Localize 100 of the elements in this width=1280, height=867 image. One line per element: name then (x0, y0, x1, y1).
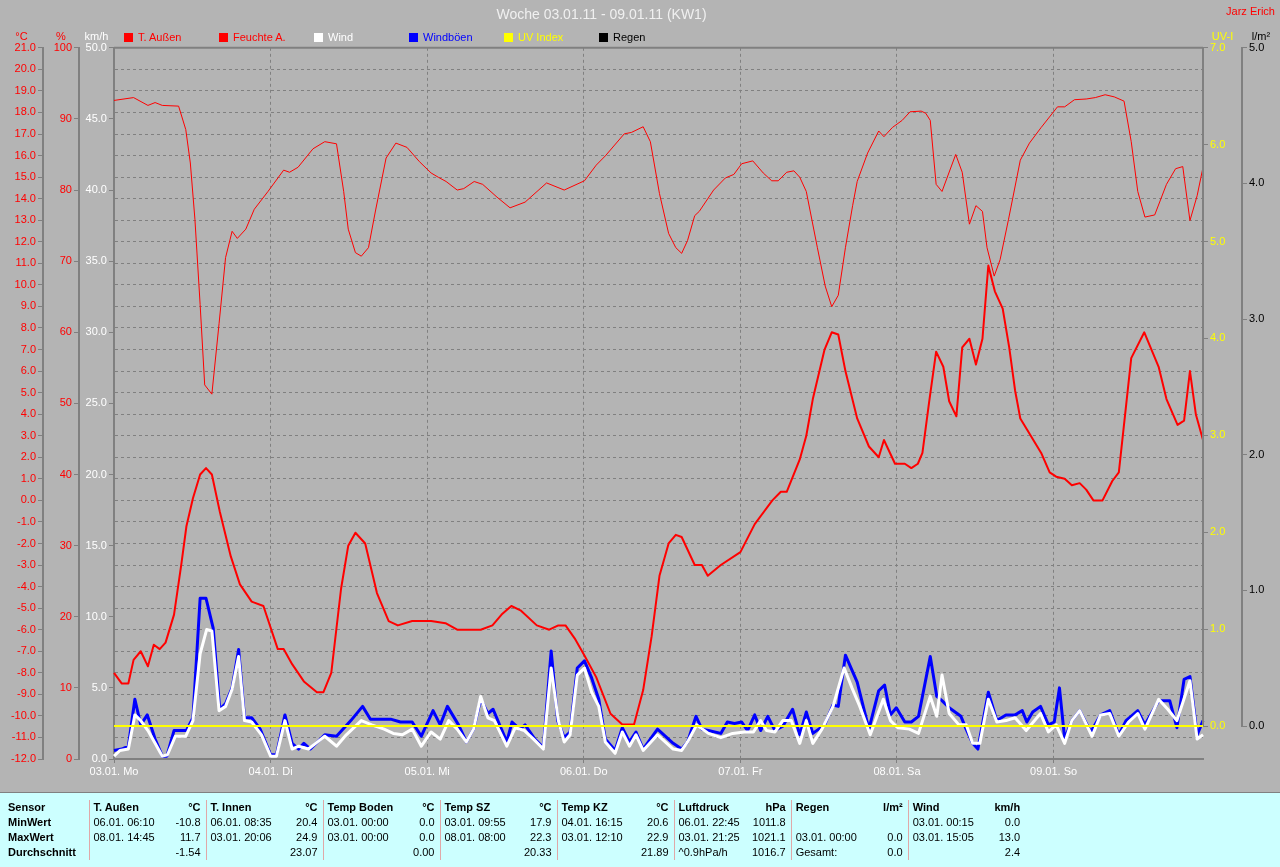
y-tick-label: 3.0 (20, 428, 36, 441)
text: 23.07 (289, 846, 318, 858)
text: 0.0 (419, 831, 435, 843)
y-tick-label: -3.0 (17, 558, 36, 571)
y-tick-label: -5.0 (17, 601, 36, 614)
legend-label: Windböen (423, 31, 473, 43)
category-label: °C (304, 800, 319, 815)
y-tick-label: 6.0 (1210, 137, 1226, 150)
y-tick-label: 1.0 (1210, 622, 1226, 635)
y3-tick-label: 0.0 (91, 752, 107, 765)
category-label: Temp SZ (440, 800, 518, 815)
category-label: MaxWert (8, 831, 54, 843)
y2-tick-label: 30 (59, 538, 72, 551)
text: 04.01. 16:15 (561, 816, 623, 828)
y2-tick-label: 80 (59, 183, 72, 196)
y-tick-label: 4.0 (20, 407, 36, 420)
text: 03.01. 00:00 (327, 816, 389, 828)
category-label: Wind (908, 800, 987, 815)
category-label: °C (655, 800, 670, 815)
y-tick-label: -8.0 (17, 665, 36, 678)
y-tick-label: 14.0 (14, 191, 36, 204)
text: Sensor (7, 800, 47, 815)
legend-label: Regen (613, 31, 646, 43)
text: 1016.7 (752, 846, 786, 858)
y2-tick-label: 40 (59, 467, 72, 480)
y-tick-label: 17.0 (14, 127, 36, 140)
text: -1.54 (175, 846, 201, 858)
category-label: km/h (993, 800, 1022, 815)
x-tick-label: 05.01. Mi (404, 764, 450, 777)
y-tick-label: 16.0 (14, 148, 36, 161)
y2-tick-label: 2.0 (1249, 447, 1265, 460)
y-tick-label: 3.0 (1210, 428, 1226, 441)
y-tick-label: 21.0 (14, 40, 36, 53)
x-tick-label: 07.01. Fr (718, 764, 763, 777)
text: 03.01. 15:05 (912, 831, 974, 843)
y-tick-label: 5.0 (1210, 234, 1226, 247)
category-label: °C (187, 800, 202, 815)
text: 20.6 (647, 816, 669, 828)
text: 03.01. 09:55 (444, 816, 506, 828)
y-tick-label: 2.0 (20, 450, 36, 463)
text: Gesamt: (795, 846, 838, 858)
y3-tick-label: 45.0 (85, 111, 107, 124)
y-tick-label: -2.0 (17, 536, 36, 549)
y-tick-label: 11.0 (15, 256, 36, 269)
y-tick-label: 13.0 (14, 213, 36, 226)
text: 03.01. 21:25 (678, 831, 740, 843)
legend-label: T. Außen (138, 31, 182, 43)
category-label: l/m² (882, 800, 904, 815)
category-label: Temp Boden (323, 800, 401, 815)
y-tick-label: 8.0 (20, 321, 36, 333)
text: 08.01. 14:45 (93, 831, 155, 843)
y-tick-label: 12.0 (14, 234, 36, 247)
y2-tick-label: 3.0 (1249, 312, 1265, 325)
y-tick-label: 1.0 (20, 471, 36, 484)
text: 03.01. 00:00 (327, 831, 389, 843)
y3-tick-label: 25.0 (85, 396, 107, 409)
x-tick-label: 04.01. Di (248, 764, 293, 777)
y2-tick-label: 1.0 (1249, 583, 1265, 596)
y-tick-label: 7.0 (1210, 40, 1226, 53)
y-tick-label: 18.0 (14, 105, 36, 118)
y3-tick-label: 5.0 (91, 680, 107, 693)
text: 20.33 (523, 846, 552, 858)
category-label: Regen (791, 800, 870, 815)
y-tick-label: -10.0 (10, 708, 36, 721)
y2-tick-label: 90 (59, 111, 72, 124)
y-tick-label: -7.0 (17, 644, 36, 657)
x-tick-label: 06.01. Do (559, 764, 608, 777)
y2-tick-label: 5.0 (1249, 40, 1265, 53)
y-tick-label: 6.0 (20, 364, 36, 377)
text: 03.01. 00:00 (795, 831, 857, 843)
y-tick-label: 20.0 (14, 62, 36, 75)
text: 03.01. 00:15 (912, 816, 974, 828)
text: 0.0 (1004, 816, 1021, 828)
y-tick-label: -4.0 (17, 579, 36, 592)
y3-tick-label: 15.0 (85, 538, 107, 551)
x-tick-label: 09.01. So (1030, 764, 1078, 777)
y3-tick-label: 40.0 (85, 183, 107, 196)
category-label: °C (421, 800, 436, 815)
x-tick-label: 08.01. Sa (873, 764, 922, 777)
text: 20.4 (296, 816, 318, 828)
text: 0.00 (413, 846, 435, 858)
y-tick-label: 2.0 (1210, 525, 1226, 538)
y-tick-label: -9.0 (17, 687, 36, 700)
y-tick-label: 9.0 (20, 299, 36, 312)
text: 03.01. 12:10 (561, 831, 623, 843)
text: 1011.8 (752, 816, 786, 828)
text: 2.4 (1004, 846, 1021, 858)
y-tick-label: 0.0 (20, 493, 36, 506)
y3-tick-label: 35.0 (85, 254, 107, 267)
chart-title: Woche 03.01.11 - 09.01.11 (KW1) (496, 6, 707, 23)
y2-tick-label: 100 (53, 40, 72, 53)
y2-axis-title: l/m² (1251, 29, 1271, 42)
y3-axis-title: km/h (84, 29, 109, 42)
legend-label: Feuchte A. (233, 31, 286, 43)
text: 11.7 (179, 831, 201, 843)
text: -10.8 (175, 816, 201, 828)
y3-tick-label: 10.0 (85, 609, 107, 622)
category-label: °C (538, 800, 553, 815)
y2-tick-label: 50 (59, 396, 72, 409)
text: Jarz Erich (1226, 5, 1275, 18)
